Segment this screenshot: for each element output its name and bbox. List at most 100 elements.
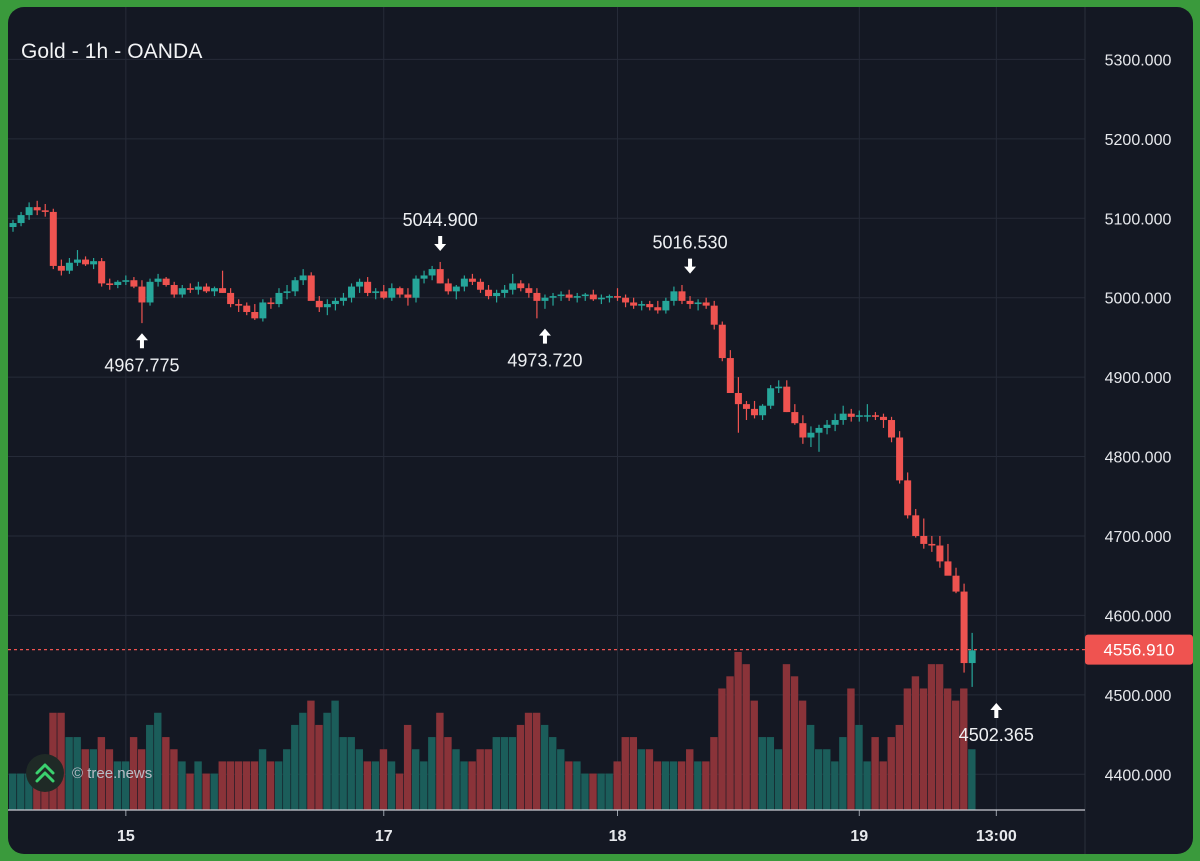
candle-body bbox=[211, 288, 218, 292]
volume-bar bbox=[274, 761, 283, 810]
candle-body bbox=[283, 291, 291, 293]
candle-body bbox=[436, 269, 444, 284]
price-tick-label: 4700.000 bbox=[1105, 529, 1172, 546]
candle-body bbox=[734, 393, 742, 405]
volume-bar bbox=[428, 737, 436, 810]
price-axis[interactable]: 5300.000 5200.000 5100.000 5000.000 4900.000… bbox=[1084, 7, 1172, 854]
candle-body bbox=[896, 437, 904, 481]
price-tick-label: 4800.000 bbox=[1105, 450, 1172, 467]
volume-bar bbox=[299, 712, 307, 810]
volume-bar bbox=[508, 737, 517, 810]
volume-bar bbox=[436, 712, 444, 810]
candle-body bbox=[751, 408, 759, 416]
volume-bar bbox=[968, 749, 976, 810]
volume-bar bbox=[823, 749, 831, 810]
candle-body bbox=[605, 296, 613, 298]
candle-body bbox=[638, 304, 646, 306]
candle-body bbox=[501, 289, 509, 293]
volume-bar bbox=[444, 737, 452, 810]
volume-bar bbox=[694, 761, 702, 810]
volume-bar bbox=[532, 712, 541, 810]
candle-body bbox=[493, 292, 501, 297]
candle-body bbox=[686, 300, 694, 305]
candle-body bbox=[194, 286, 202, 290]
volume-bar bbox=[154, 712, 162, 810]
candle-body bbox=[186, 288, 194, 290]
candle-body bbox=[968, 650, 976, 664]
volume-bar bbox=[460, 761, 468, 810]
candle-body bbox=[573, 296, 581, 298]
candle-body bbox=[549, 296, 557, 298]
volume-bar bbox=[540, 724, 549, 810]
volume-bar bbox=[500, 737, 509, 810]
price-tick-label: 5000.000 bbox=[1105, 291, 1172, 308]
volume-bar bbox=[863, 761, 871, 810]
volume-bar bbox=[186, 773, 194, 810]
candle-body bbox=[726, 358, 734, 394]
annotation-layer: 5044.900 4967.775 5016.530 4973.720 4502.365 bbox=[104, 210, 1033, 745]
candle-body bbox=[33, 207, 41, 211]
candle-body bbox=[944, 561, 952, 576]
candle-body bbox=[541, 297, 549, 301]
volume-bar bbox=[307, 700, 315, 810]
candle-body bbox=[630, 302, 638, 306]
volume-bar bbox=[452, 749, 460, 810]
volume-bar bbox=[395, 773, 404, 810]
volume-bar bbox=[815, 749, 823, 810]
candle-body bbox=[589, 294, 597, 300]
candle-body bbox=[356, 281, 364, 287]
candle-body bbox=[920, 535, 928, 544]
volume-bar bbox=[516, 724, 525, 810]
volume-bar bbox=[476, 749, 484, 810]
price-tick-label: 4400.000 bbox=[1105, 767, 1172, 784]
candle-body bbox=[251, 311, 259, 319]
candle-body bbox=[879, 416, 887, 421]
candle-body bbox=[331, 300, 339, 305]
volume-bar bbox=[919, 688, 928, 810]
candle-body bbox=[557, 294, 565, 297]
grid-layer bbox=[8, 7, 1085, 810]
candle-body bbox=[65, 262, 73, 271]
candlestick-chart[interactable]: 5044.900 4967.775 5016.530 4973.720 4502.365… bbox=[8, 7, 1193, 854]
candle-body bbox=[41, 210, 49, 212]
volume-bar bbox=[855, 724, 863, 810]
volume-bar bbox=[686, 749, 694, 810]
candle-body bbox=[460, 278, 468, 287]
candle-body bbox=[525, 288, 533, 293]
arrow-up-icon bbox=[135, 333, 148, 349]
candle-body bbox=[404, 294, 412, 298]
volume-bar bbox=[895, 724, 903, 810]
volume-bar bbox=[831, 761, 839, 810]
volume-bar bbox=[960, 688, 968, 810]
volume-bar bbox=[202, 773, 210, 810]
candle-body bbox=[767, 388, 775, 406]
volume-bar bbox=[420, 761, 428, 810]
candle-body bbox=[912, 515, 920, 536]
volume-bar bbox=[887, 737, 895, 810]
candle-body bbox=[202, 286, 210, 292]
volume-bar bbox=[170, 749, 178, 810]
volume-bar bbox=[734, 652, 742, 810]
volume-bar bbox=[57, 712, 65, 810]
volume-bar bbox=[911, 676, 920, 810]
candle-body bbox=[565, 294, 573, 298]
candle-body bbox=[468, 278, 476, 282]
volume-bar bbox=[9, 773, 17, 810]
volume-bar bbox=[677, 761, 686, 810]
price-annotation-label: 4967.775 bbox=[104, 355, 179, 375]
candle-body bbox=[710, 305, 718, 325]
volume-bar bbox=[315, 724, 323, 810]
volume-bar bbox=[653, 761, 662, 810]
time-axis[interactable]: 15 17 18 19 13:00 bbox=[8, 809, 1085, 845]
volume-bar bbox=[363, 761, 372, 810]
candle-body bbox=[17, 215, 25, 224]
candle-body bbox=[718, 324, 726, 359]
volume-bar bbox=[137, 749, 146, 810]
volume-bar bbox=[73, 737, 81, 810]
volume-bar bbox=[210, 773, 218, 810]
candle-body bbox=[839, 413, 847, 421]
volume-bar bbox=[557, 749, 565, 810]
volume-bar bbox=[750, 700, 758, 810]
volume-bar bbox=[710, 737, 718, 810]
volume-bar bbox=[226, 761, 235, 810]
